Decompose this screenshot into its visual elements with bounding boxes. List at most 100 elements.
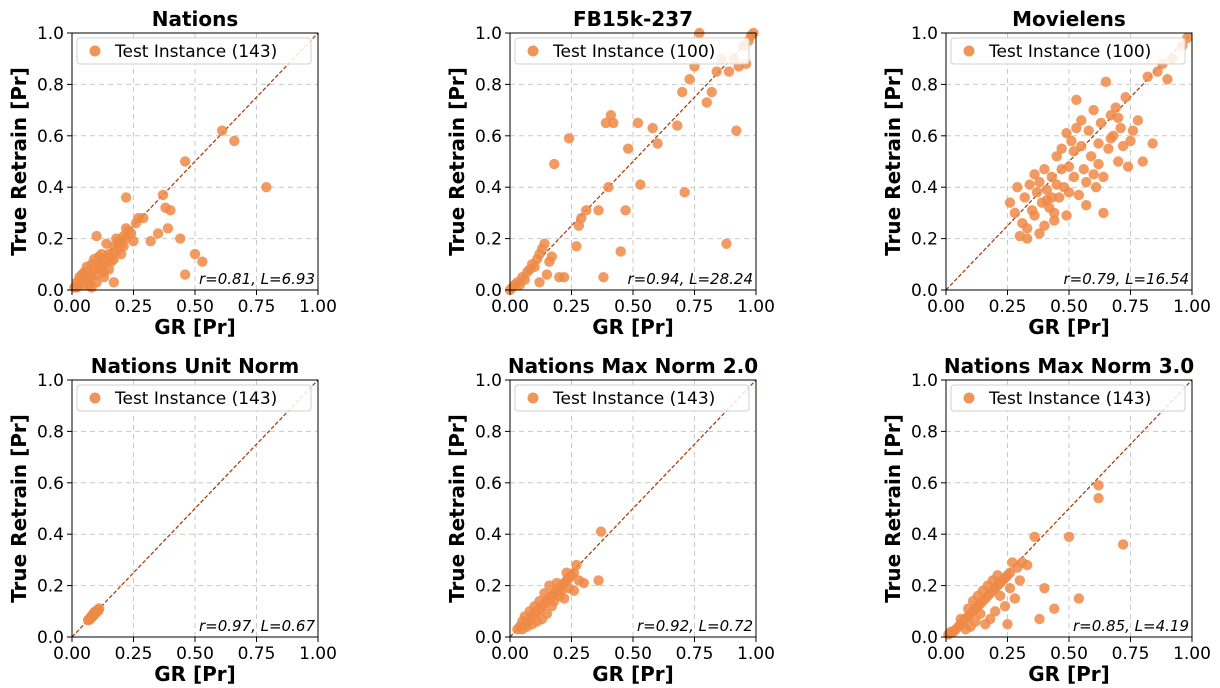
y-tick-label: 1.0 xyxy=(911,371,938,391)
y-tick-label: 0.6 xyxy=(911,127,938,147)
stats-annotation: r=0.81, L=6.93 xyxy=(199,270,315,288)
data-point xyxy=(1122,161,1134,172)
data-point xyxy=(603,182,614,193)
data-point xyxy=(1046,171,1057,183)
data-point xyxy=(1071,122,1082,134)
data-point xyxy=(517,616,528,627)
y-tick-label: 0.6 xyxy=(911,474,938,494)
y-tick-label: 0.0 xyxy=(911,628,938,648)
data-point xyxy=(558,271,570,283)
data-point xyxy=(1004,197,1016,208)
stats-annotation: r=0.85, L=4.19 xyxy=(1073,617,1189,635)
x-tick-label: 0.75 xyxy=(1112,297,1150,317)
data-point xyxy=(992,570,1003,581)
data-point xyxy=(1093,138,1104,149)
data-point xyxy=(581,205,592,216)
y-tick-label: 0.0 xyxy=(475,281,502,301)
data-point xyxy=(1152,66,1163,77)
data-point xyxy=(571,241,582,252)
legend-marker xyxy=(527,45,539,57)
data-point xyxy=(1066,135,1077,147)
data-point xyxy=(1100,76,1112,88)
y-tick-label: 1.0 xyxy=(475,371,502,391)
x-tick-label: 0.25 xyxy=(115,644,153,664)
data-point xyxy=(1053,192,1065,203)
legend: Test Instance (143) xyxy=(76,384,312,412)
data-point xyxy=(1115,122,1126,134)
data-point xyxy=(980,618,991,630)
data-point xyxy=(89,606,101,618)
legend: Test Instance (143) xyxy=(950,384,1186,412)
x-tick-label: 0.00 xyxy=(491,644,529,664)
subplot-1: 0.00 0.25 0.50 0.75 1.00 0.0 0.2 0.4 0.6 0.8 1.0 Na… xyxy=(7,7,337,339)
data-point xyxy=(71,277,83,288)
x-tick-label: 0.00 xyxy=(491,297,529,317)
data-point xyxy=(632,117,644,129)
y-tick-label: 0.4 xyxy=(911,525,938,545)
data-point xyxy=(101,238,112,249)
y-axis-label: True Retrain [Pr] xyxy=(445,67,469,256)
data-point xyxy=(111,233,122,244)
x-axis-label: GR [Pr] xyxy=(1028,315,1110,339)
stats-annotation: r=0.97, L=0.67 xyxy=(199,617,315,635)
y-tick-label: 0.4 xyxy=(475,178,502,198)
data-point xyxy=(1063,531,1075,542)
data-point xyxy=(1076,115,1087,126)
x-axis-label: GR [Pr] xyxy=(1028,662,1110,686)
data-point xyxy=(120,223,132,234)
data-point xyxy=(1029,531,1040,542)
data-point xyxy=(152,228,164,239)
data-point xyxy=(1110,102,1121,113)
y-tick-label: 0.4 xyxy=(37,525,64,545)
subplot-4: 0.00 0.25 0.50 0.75 1.00 0.0 0.2 0.4 0.6 0.8 1.0 Na… xyxy=(7,354,337,686)
data-point xyxy=(1004,567,1016,578)
legend-label: Test Instance (143) xyxy=(988,389,1151,409)
data-point xyxy=(1088,169,1099,180)
data-point xyxy=(1125,135,1136,147)
data-point xyxy=(1049,603,1060,614)
y-tick-label: 0.6 xyxy=(37,127,64,147)
data-point xyxy=(556,585,567,596)
data-point xyxy=(1071,94,1082,106)
x-tick-label: 0.75 xyxy=(676,297,714,317)
data-point xyxy=(571,559,582,571)
data-point xyxy=(534,595,545,607)
data-point xyxy=(229,135,240,147)
data-point xyxy=(529,261,540,273)
y-tick-label: 0.4 xyxy=(911,178,938,198)
x-tick-label: 0.00 xyxy=(927,297,965,317)
x-tick-label: 1.00 xyxy=(1173,644,1211,664)
legend-box xyxy=(950,384,1186,412)
data-point xyxy=(157,189,169,201)
data-point xyxy=(1073,593,1085,604)
legend-label: Test Instance (143) xyxy=(552,389,715,409)
legend: Test Instance (100) xyxy=(514,37,750,65)
x-tick-label: 1.00 xyxy=(737,644,775,664)
x-tick-label: 0.00 xyxy=(927,644,965,664)
data-point xyxy=(116,248,127,260)
data-point xyxy=(1132,115,1144,126)
x-axis-label: GR [Pr] xyxy=(592,315,674,339)
data-point xyxy=(1098,171,1109,183)
data-point xyxy=(539,238,550,249)
data-point xyxy=(1061,210,1072,221)
data-point xyxy=(1034,176,1045,188)
x-tick-label: 0.25 xyxy=(989,297,1027,317)
data-point xyxy=(1147,138,1158,149)
data-point xyxy=(1041,194,1053,206)
data-point xyxy=(1073,189,1085,201)
data-point xyxy=(1014,575,1025,586)
x-axis-label: GR [Pr] xyxy=(592,662,674,686)
legend-marker xyxy=(527,392,539,404)
data-point xyxy=(1088,104,1099,116)
x-tick-label: 0.50 xyxy=(176,297,214,317)
data-point xyxy=(1120,92,1131,103)
legend-marker xyxy=(89,392,101,404)
data-point xyxy=(1113,112,1124,124)
subplot-title: Nations Max Norm 3.0 xyxy=(944,354,1194,378)
data-point xyxy=(1009,593,1021,604)
x-tick-label: 0.75 xyxy=(238,644,276,664)
data-point xyxy=(1019,192,1030,203)
x-tick-label: 0.50 xyxy=(614,297,652,317)
data-point xyxy=(1105,133,1117,144)
